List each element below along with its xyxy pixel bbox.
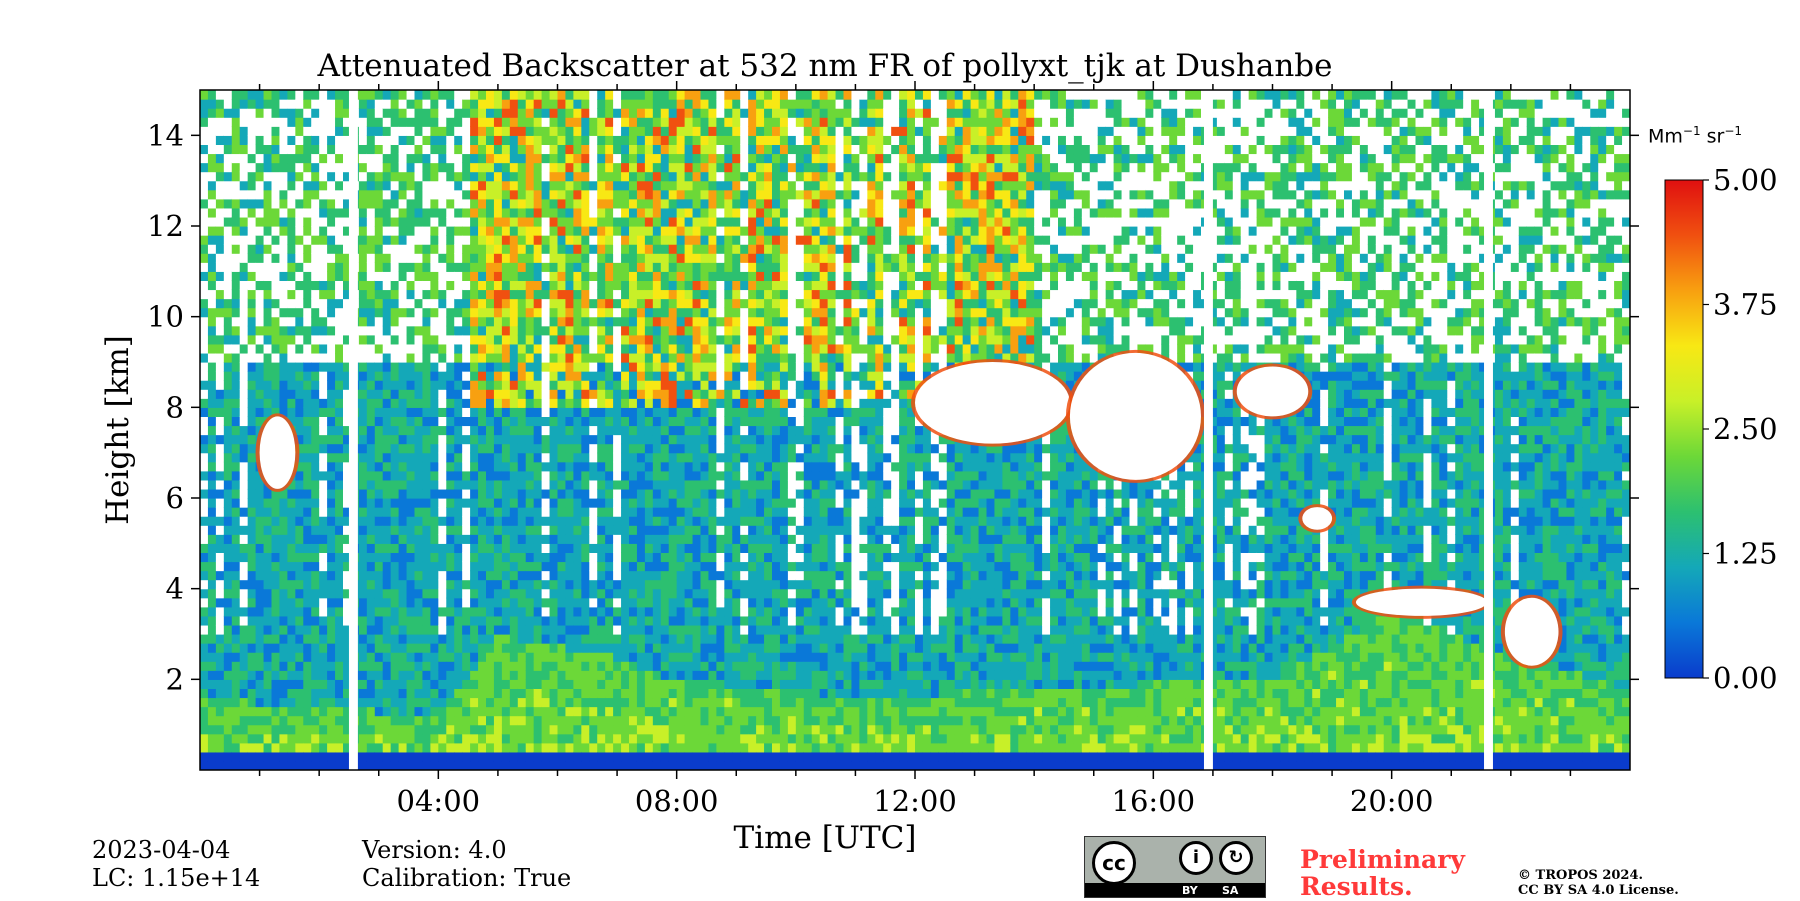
cc-icon: cc: [1092, 841, 1136, 885]
y-tick-label-6: 14: [147, 118, 184, 152]
colorbar-tick-label-2: 2.50: [1713, 412, 1778, 446]
y-tick-label-2: 6: [166, 481, 184, 515]
calibration-text: Calibration: True: [362, 864, 571, 892]
x-tick-label-1: 08:00: [635, 784, 719, 818]
cc-license-badge: cc i ↻ BY SA: [1084, 836, 1266, 898]
y-tick-label-3: 8: [166, 390, 184, 424]
colorbar-axis: 0.00 1.25 2.50 3.75 5.00: [1703, 163, 1778, 695]
colorbar: [1665, 180, 1703, 678]
x-tick-label-4: 20:00: [1350, 784, 1434, 818]
x-tick-label-3: 16:00: [1112, 784, 1196, 818]
colorbar-tick-label-3: 3.75: [1713, 288, 1778, 322]
x-tick-label-2: 12:00: [873, 784, 957, 818]
backscatter-heatmap: [200, 90, 1631, 771]
colorbar-tick-label-0: 0.00: [1713, 661, 1778, 695]
date-info: 2023-04-04 LC: 1.15e+14: [92, 836, 260, 892]
by-label: BY: [1182, 884, 1198, 897]
date-text: 2023-04-04: [92, 836, 260, 864]
y-tick-label-5: 12: [147, 209, 184, 243]
copyright-line-1: © TROPOS 2024.: [1518, 868, 1679, 883]
copyright-notice: © TROPOS 2024. CC BY SA 4.0 License.: [1518, 868, 1679, 898]
preliminary-notice: Preliminary Results.: [1300, 846, 1500, 900]
y-tick-label-1: 4: [166, 572, 184, 606]
colorbar-tick-label-4: 5.00: [1713, 163, 1778, 197]
sa-label: SA: [1222, 884, 1238, 897]
copyright-line-2: CC BY SA 4.0 License.: [1518, 883, 1679, 898]
y-axis-label: Height [km]: [100, 335, 136, 525]
y-tick-label-0: 2: [166, 662, 184, 696]
version-info: Version: 4.0 Calibration: True: [362, 836, 571, 892]
y-tick-label-4: 10: [147, 300, 184, 334]
lc-text: LC: 1.15e+14: [92, 864, 260, 892]
attribution-icon: i: [1179, 841, 1213, 875]
chart-title: Attenuated Backscatter at 532 nm FR of p…: [0, 48, 1650, 84]
colorbar-tick-label-1: 1.25: [1713, 537, 1778, 571]
x-tick-label-0: 04:00: [397, 784, 481, 818]
colorbar-unit: Mm−1 sr−1: [1648, 124, 1742, 147]
license-strip: BY SA: [1085, 883, 1265, 897]
version-text: Version: 4.0: [362, 836, 571, 864]
share-alike-icon: ↻: [1219, 841, 1253, 875]
